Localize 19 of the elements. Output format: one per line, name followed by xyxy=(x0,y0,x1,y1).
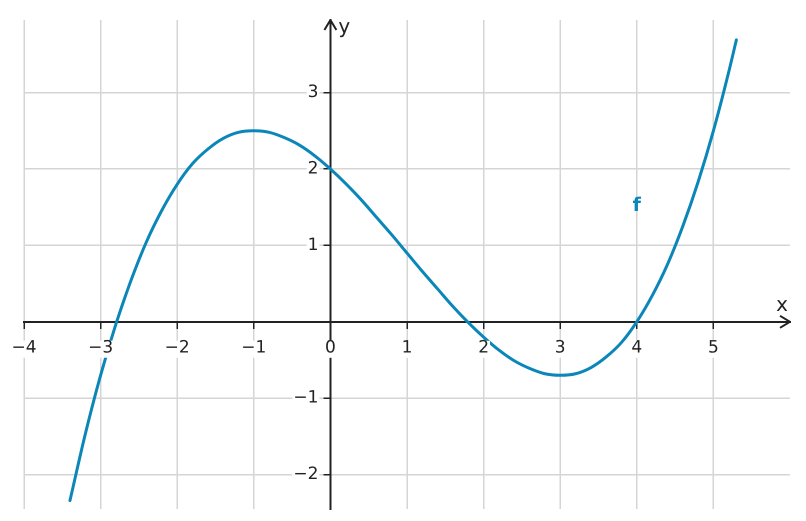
annotation: f xyxy=(632,194,642,216)
x-tick-label: −3 xyxy=(88,338,114,358)
y-tick-label: −2 xyxy=(293,464,318,484)
x-tick-label: 5 xyxy=(708,338,719,358)
x-tick-label: 2 xyxy=(478,338,490,358)
x-tick-label: −1 xyxy=(241,338,266,358)
y-axis-title: y xyxy=(338,14,350,38)
x-tick-label: 3 xyxy=(554,338,566,358)
x-tick-label: 0 xyxy=(324,338,336,358)
y-tick-label: 2 xyxy=(308,158,318,178)
x-tick-label: 1 xyxy=(402,338,412,358)
y-tick-label: 3 xyxy=(308,82,318,102)
y-tick-label: 1 xyxy=(308,234,318,255)
x-tick-label: −2 xyxy=(164,338,190,358)
x-axis-title: x xyxy=(776,292,788,316)
x-tick-label: 4 xyxy=(631,338,642,358)
line-series xyxy=(68,38,738,502)
x-tick-label: −4 xyxy=(11,338,37,358)
y-tick-label: −1 xyxy=(293,388,318,408)
